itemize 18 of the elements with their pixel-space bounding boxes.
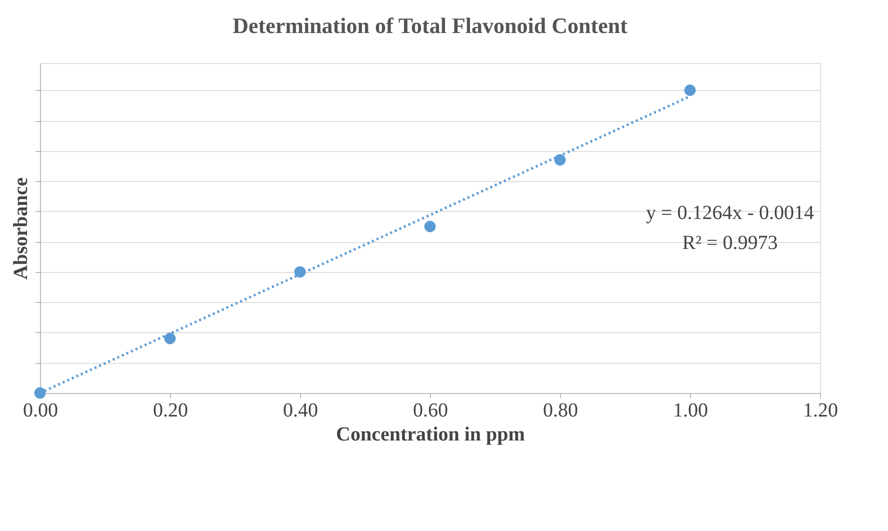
x-tick-label: 0.20: [153, 400, 188, 422]
x-tick-label: 1.00: [673, 400, 708, 422]
x-tick-label: 1.20: [803, 400, 838, 422]
x-tick-label: 0.00: [23, 400, 58, 422]
x-axis-title: Concentration in ppm: [336, 424, 526, 446]
point: [554, 154, 566, 166]
point: [294, 266, 306, 278]
x-tick-label: 0.40: [283, 400, 318, 422]
annotation: y = 0.1264x - 0.0014: [646, 202, 814, 224]
chart-title: Determination of Total Flavonoid Content: [232, 13, 628, 38]
point: [164, 332, 176, 344]
point: [424, 220, 436, 232]
annotation: R² = 0.9973: [682, 232, 778, 254]
x-tick-label: 0.60: [413, 400, 448, 422]
x-tick-label: 0.80: [543, 400, 578, 422]
y-axis-title: Absorbance: [10, 177, 32, 280]
point: [684, 84, 696, 96]
point: [34, 387, 46, 399]
